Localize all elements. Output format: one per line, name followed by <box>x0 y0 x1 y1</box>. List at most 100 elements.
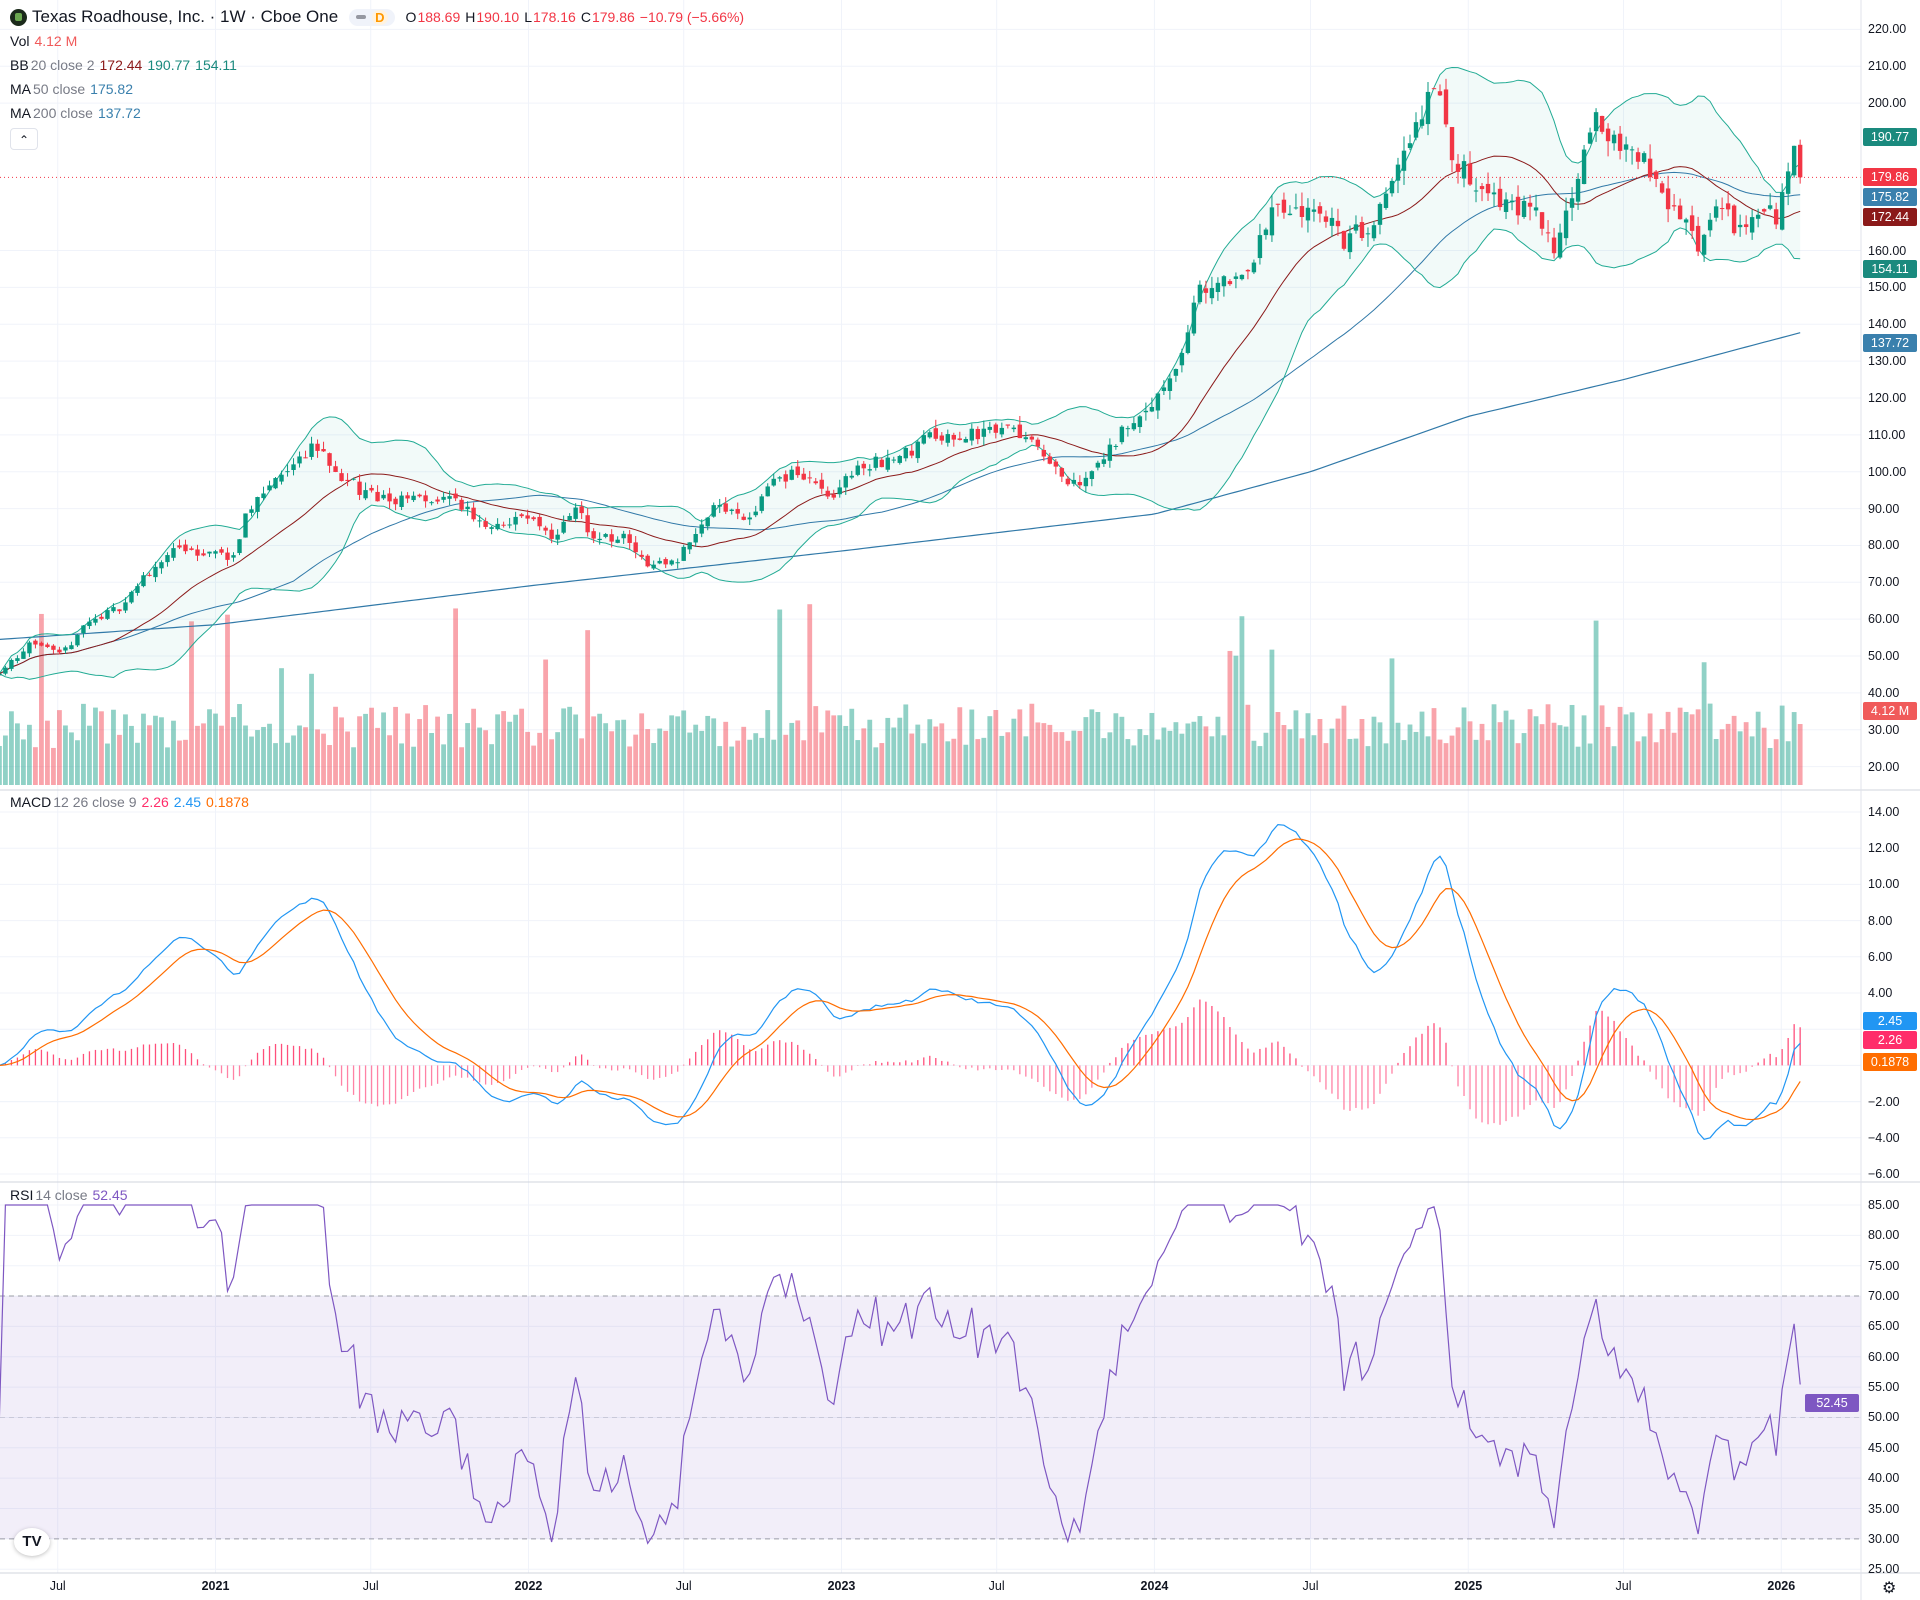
candle <box>1629 146 1635 165</box>
candle-body <box>1293 207 1299 209</box>
gear-icon[interactable]: ⚙ <box>1882 1580 1897 1597</box>
candle <box>225 547 230 566</box>
price-axis-value-label[interactable]: 179.86 <box>1863 168 1917 187</box>
legend-name: MACD <box>10 794 52 810</box>
candle-body <box>597 538 602 541</box>
rsi-legend[interactable]: RSI 14 close 52.45 <box>10 1187 128 1203</box>
candle <box>411 491 416 502</box>
price-axis-value-label[interactable]: 190.77 <box>1863 128 1917 147</box>
candle-body <box>261 493 266 499</box>
volume-bar <box>621 719 627 785</box>
candle <box>1155 392 1161 419</box>
candle <box>1503 192 1509 220</box>
candle <box>1797 139 1803 184</box>
rsi-axis-value-label[interactable]: 52.45 <box>1805 1393 1859 1412</box>
tradingview-logo[interactable]: TV <box>14 1528 50 1556</box>
market-status-badge[interactable]: D <box>349 8 395 26</box>
candle <box>273 476 278 490</box>
volume-bar <box>321 733 326 785</box>
candle <box>201 549 206 557</box>
legend-value: 0.1878 <box>206 794 249 810</box>
price-axis-value-label[interactable]: 172.44 <box>1863 207 1917 226</box>
bb-legend[interactable]: BB 20 close 2 172.44 190.77 154.11 <box>10 57 237 73</box>
candles[interactable] <box>0 78 1803 677</box>
volume-bar <box>921 743 927 785</box>
candle-body <box>297 456 302 464</box>
candle <box>759 494 764 514</box>
volume-bar <box>1737 731 1743 785</box>
candle-body <box>699 524 704 534</box>
volume-legend[interactable]: Vol 4.12 M <box>10 33 77 49</box>
candle-body <box>375 491 380 502</box>
candle <box>549 523 554 544</box>
volume-bar <box>723 721 729 785</box>
volume-bar <box>435 716 440 785</box>
candle-body <box>1605 128 1611 142</box>
volume-bar <box>1629 712 1635 785</box>
candle-body <box>531 517 536 520</box>
candle <box>873 453 878 471</box>
macd-legend[interactable]: MACD 12 26 close 9 2.26 2.45 0.1878 <box>10 794 249 810</box>
candle <box>1617 125 1623 160</box>
volume-bar <box>639 713 645 785</box>
candle <box>75 634 80 647</box>
volume-bar <box>1395 722 1401 785</box>
collapse-legend-button[interactable]: ⌃ <box>10 128 38 150</box>
volume-bar <box>1251 740 1257 785</box>
legend-value: 137.72 <box>97 105 141 121</box>
candle-body <box>1353 224 1359 231</box>
ma50-legend[interactable]: MA 50 close 175.82 <box>10 81 133 97</box>
volume-bar <box>951 738 957 785</box>
macd-axis-value-label[interactable]: 2.45 <box>1863 1012 1917 1031</box>
macd-axis-value-label[interactable]: 0.1878 <box>1863 1053 1917 1071</box>
candle-body <box>1023 437 1029 440</box>
candle <box>975 426 981 445</box>
candle <box>21 648 26 659</box>
candle <box>939 432 944 445</box>
volume-bar <box>45 720 50 785</box>
candle-body <box>1209 288 1215 299</box>
candle <box>1575 173 1581 210</box>
volume-bar <box>1365 746 1371 785</box>
volume-bar <box>1425 736 1431 785</box>
volume-bar <box>231 717 236 785</box>
candle <box>423 490 428 508</box>
candle <box>249 505 254 517</box>
candle <box>213 549 218 559</box>
price-axis-value-label[interactable]: 154.11 <box>1863 260 1917 279</box>
candle <box>1029 434 1035 443</box>
volume-bar <box>927 719 933 785</box>
candle <box>735 502 740 520</box>
volume-axis-value-label[interactable]: 4.12 M <box>1863 702 1917 721</box>
candle-body <box>543 527 548 531</box>
volume-bar <box>957 707 963 785</box>
candle-body <box>1671 205 1677 207</box>
volume-bar <box>825 710 831 785</box>
candle-body <box>237 539 242 554</box>
candle-body <box>1737 224 1743 228</box>
candle-body <box>183 544 188 552</box>
symbol-title[interactable]: Texas Roadhouse, Inc. · 1W · Cboe One <box>32 7 339 26</box>
candle <box>1335 208 1341 236</box>
volume-bar <box>1005 732 1011 785</box>
candle-body <box>1005 424 1011 426</box>
volume-bar <box>291 735 296 785</box>
candle <box>1275 203 1281 217</box>
candle-body <box>1689 215 1695 231</box>
candle <box>189 546 194 551</box>
candle-body <box>429 502 434 504</box>
price-axis-value-label[interactable]: 175.82 <box>1863 188 1917 207</box>
ma200-legend[interactable]: MA 200 close 137.72 <box>10 105 141 121</box>
price-axis-value-label[interactable]: 137.72 <box>1863 333 1917 352</box>
macd-axis-value-label[interactable]: 2.26 <box>1863 1031 1917 1050</box>
legend-value: 190.77 <box>147 57 191 73</box>
candle-body <box>891 459 896 461</box>
bollinger-upper-line <box>0 66 1801 674</box>
candle-body <box>489 527 494 529</box>
candle <box>1311 198 1317 222</box>
candle <box>327 452 332 473</box>
candle <box>843 473 848 495</box>
candle <box>981 420 987 446</box>
candle <box>1707 213 1713 237</box>
